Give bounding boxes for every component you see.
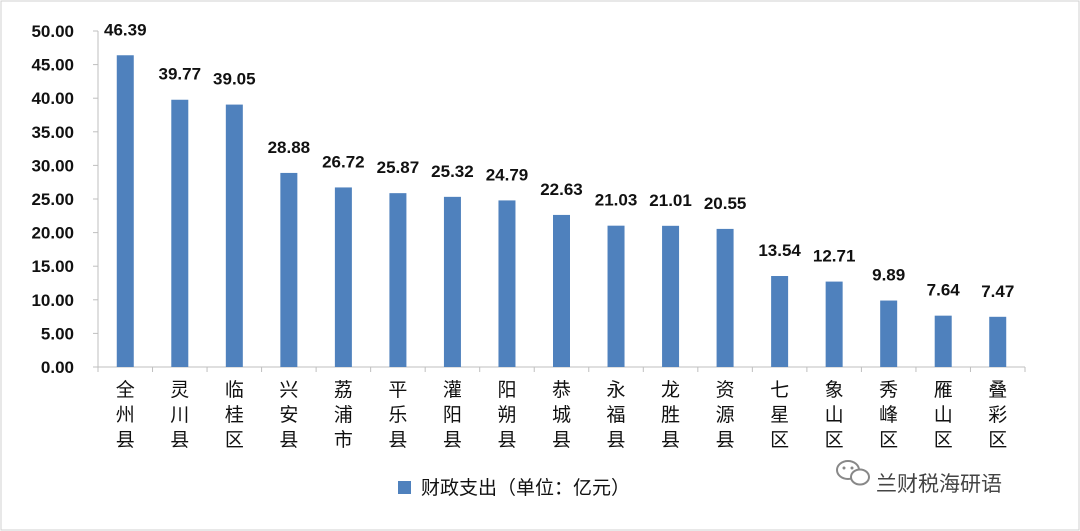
bar xyxy=(225,104,243,368)
data-label: 25.87 xyxy=(377,158,420,177)
legend-label: 财政支出（单位：亿元） xyxy=(421,477,630,499)
category-label: 秀峰区 xyxy=(879,379,898,451)
bar xyxy=(989,316,1007,367)
category-label: 兴安县 xyxy=(279,379,298,451)
y-tick-label: 20.00 xyxy=(31,224,74,243)
legend: 财政支出（单位：亿元） xyxy=(398,477,630,499)
y-tick-label: 50.00 xyxy=(31,22,74,41)
category-labels: 全州县 灵川县 临桂区 兴安县 荔浦市 平乐县 灌阳县 阳朔县 恭城县 永福县 龙胜县 资源县 七星区 象… xyxy=(116,379,1007,451)
data-label: 7.47 xyxy=(981,282,1014,301)
bar xyxy=(116,55,134,367)
bar xyxy=(934,315,952,367)
data-label: 20.55 xyxy=(704,194,747,213)
data-label: 28.88 xyxy=(268,138,311,157)
category-label: 荔浦市 xyxy=(334,379,353,451)
bar xyxy=(880,300,898,367)
data-label: 12.71 xyxy=(813,247,856,266)
bar xyxy=(443,196,461,367)
bar xyxy=(389,193,407,367)
category-label: 恭城县 xyxy=(552,379,571,451)
y-tick-label: 10.00 xyxy=(31,291,74,310)
data-label: 13.54 xyxy=(758,241,801,260)
bar xyxy=(771,276,789,367)
data-label: 24.79 xyxy=(486,165,529,184)
data-label: 39.77 xyxy=(159,65,202,84)
category-label: 雁山区 xyxy=(934,379,953,451)
data-label: 25.32 xyxy=(431,162,474,181)
data-label: 22.63 xyxy=(540,180,583,199)
bars xyxy=(116,55,1007,368)
data-label: 46.39 xyxy=(104,20,147,39)
bar xyxy=(662,225,680,367)
wechat-icon xyxy=(836,460,870,486)
category-label: 灵川县 xyxy=(170,379,189,451)
bar xyxy=(171,99,189,367)
category-label: 七星区 xyxy=(770,379,789,451)
y-tick-label: 25.00 xyxy=(31,190,74,209)
category-label: 平乐县 xyxy=(388,379,407,451)
bar xyxy=(498,200,516,367)
watermark: 兰财税海研语 xyxy=(836,460,1002,496)
data-label: 21.03 xyxy=(595,191,638,210)
bar xyxy=(280,172,298,367)
category-label: 临桂区 xyxy=(225,379,244,451)
data-label: 26.72 xyxy=(322,152,365,171)
y-tick-label: 15.00 xyxy=(31,257,74,276)
legend-swatch xyxy=(398,481,411,494)
bar xyxy=(825,281,843,367)
y-tick-label: 40.00 xyxy=(31,89,74,108)
data-label: 21.01 xyxy=(649,191,692,210)
y-tick-label: 5.00 xyxy=(41,324,74,343)
y-tick-label: 45.00 xyxy=(31,56,74,75)
watermark-text: 兰财税海研语 xyxy=(876,472,1002,496)
bar xyxy=(716,228,734,367)
bar xyxy=(607,225,625,367)
y-axis: 0.00 5.00 10.00 15.00 20.00 25.00 30.00 35.00 40… xyxy=(31,22,99,377)
data-labels: 46.39 39.77 39.05 28.88 26.72 25.87 25.32 24.79… xyxy=(104,20,1014,301)
data-label: 39.05 xyxy=(213,70,256,89)
category-label: 阳朔县 xyxy=(497,379,516,451)
category-label: 资源县 xyxy=(716,379,735,451)
category-label: 全州县 xyxy=(116,379,135,451)
category-label: 龙胜县 xyxy=(661,379,680,451)
y-tick-label: 0.00 xyxy=(41,358,74,377)
category-label: 灌阳县 xyxy=(443,379,462,451)
data-label: 7.64 xyxy=(927,281,961,300)
y-tick-label: 35.00 xyxy=(31,123,74,142)
data-label: 9.89 xyxy=(872,266,905,285)
y-tick-label: 30.00 xyxy=(31,156,74,175)
category-label: 叠彩区 xyxy=(988,379,1007,451)
category-label: 永福县 xyxy=(607,379,626,451)
category-label: 象山区 xyxy=(825,379,844,451)
bar xyxy=(553,214,570,367)
bar xyxy=(334,187,352,367)
